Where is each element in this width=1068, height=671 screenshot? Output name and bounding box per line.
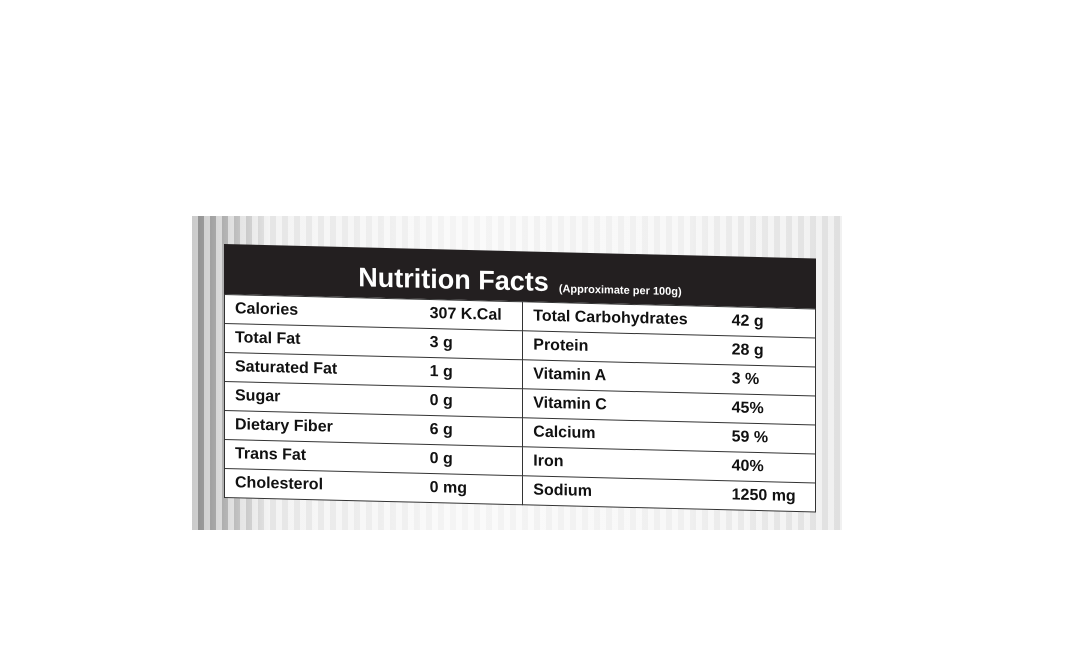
left-label: Saturated Fat	[224, 352, 420, 387]
table-body: Calories 307 K.Cal Total Carbohydrates 42 g…	[224, 294, 816, 512]
left-value: 0 g	[419, 444, 523, 476]
left-value: 1 g	[419, 357, 523, 389]
left-label: Trans Fat	[224, 439, 420, 474]
right-value: 45%	[721, 393, 816, 425]
right-value: 3 %	[721, 364, 816, 396]
right-value: 42 g	[721, 306, 816, 338]
left-label: Sugar	[224, 381, 420, 416]
right-value: 1250 mg	[721, 480, 816, 512]
title: Nutrition Facts	[358, 262, 549, 297]
right-value: 59 %	[721, 422, 816, 454]
right-value: 40%	[721, 451, 816, 483]
right-label: Sodium	[522, 475, 722, 510]
left-label: Total Fat	[224, 323, 420, 358]
left-value: 6 g	[419, 415, 523, 447]
nutrition-label: Nutrition Facts (Approximate per 100g) C…	[224, 244, 816, 513]
left-value: 3 g	[419, 328, 523, 360]
label-panel: Nutrition Facts (Approximate per 100g) C…	[192, 216, 842, 530]
left-value: 307 K.Cal	[419, 299, 523, 331]
left-label: Calories	[224, 294, 420, 329]
left-value: 0 mg	[419, 473, 523, 505]
nutrition-table: Calories 307 K.Cal Total Carbohydrates 42 g…	[224, 294, 816, 513]
left-value: 0 g	[419, 386, 523, 418]
subtitle: (Approximate per 100g)	[558, 283, 682, 299]
left-label: Dietary Fiber	[224, 410, 420, 445]
right-value: 28 g	[721, 335, 816, 367]
left-label: Cholesterol	[224, 468, 420, 503]
